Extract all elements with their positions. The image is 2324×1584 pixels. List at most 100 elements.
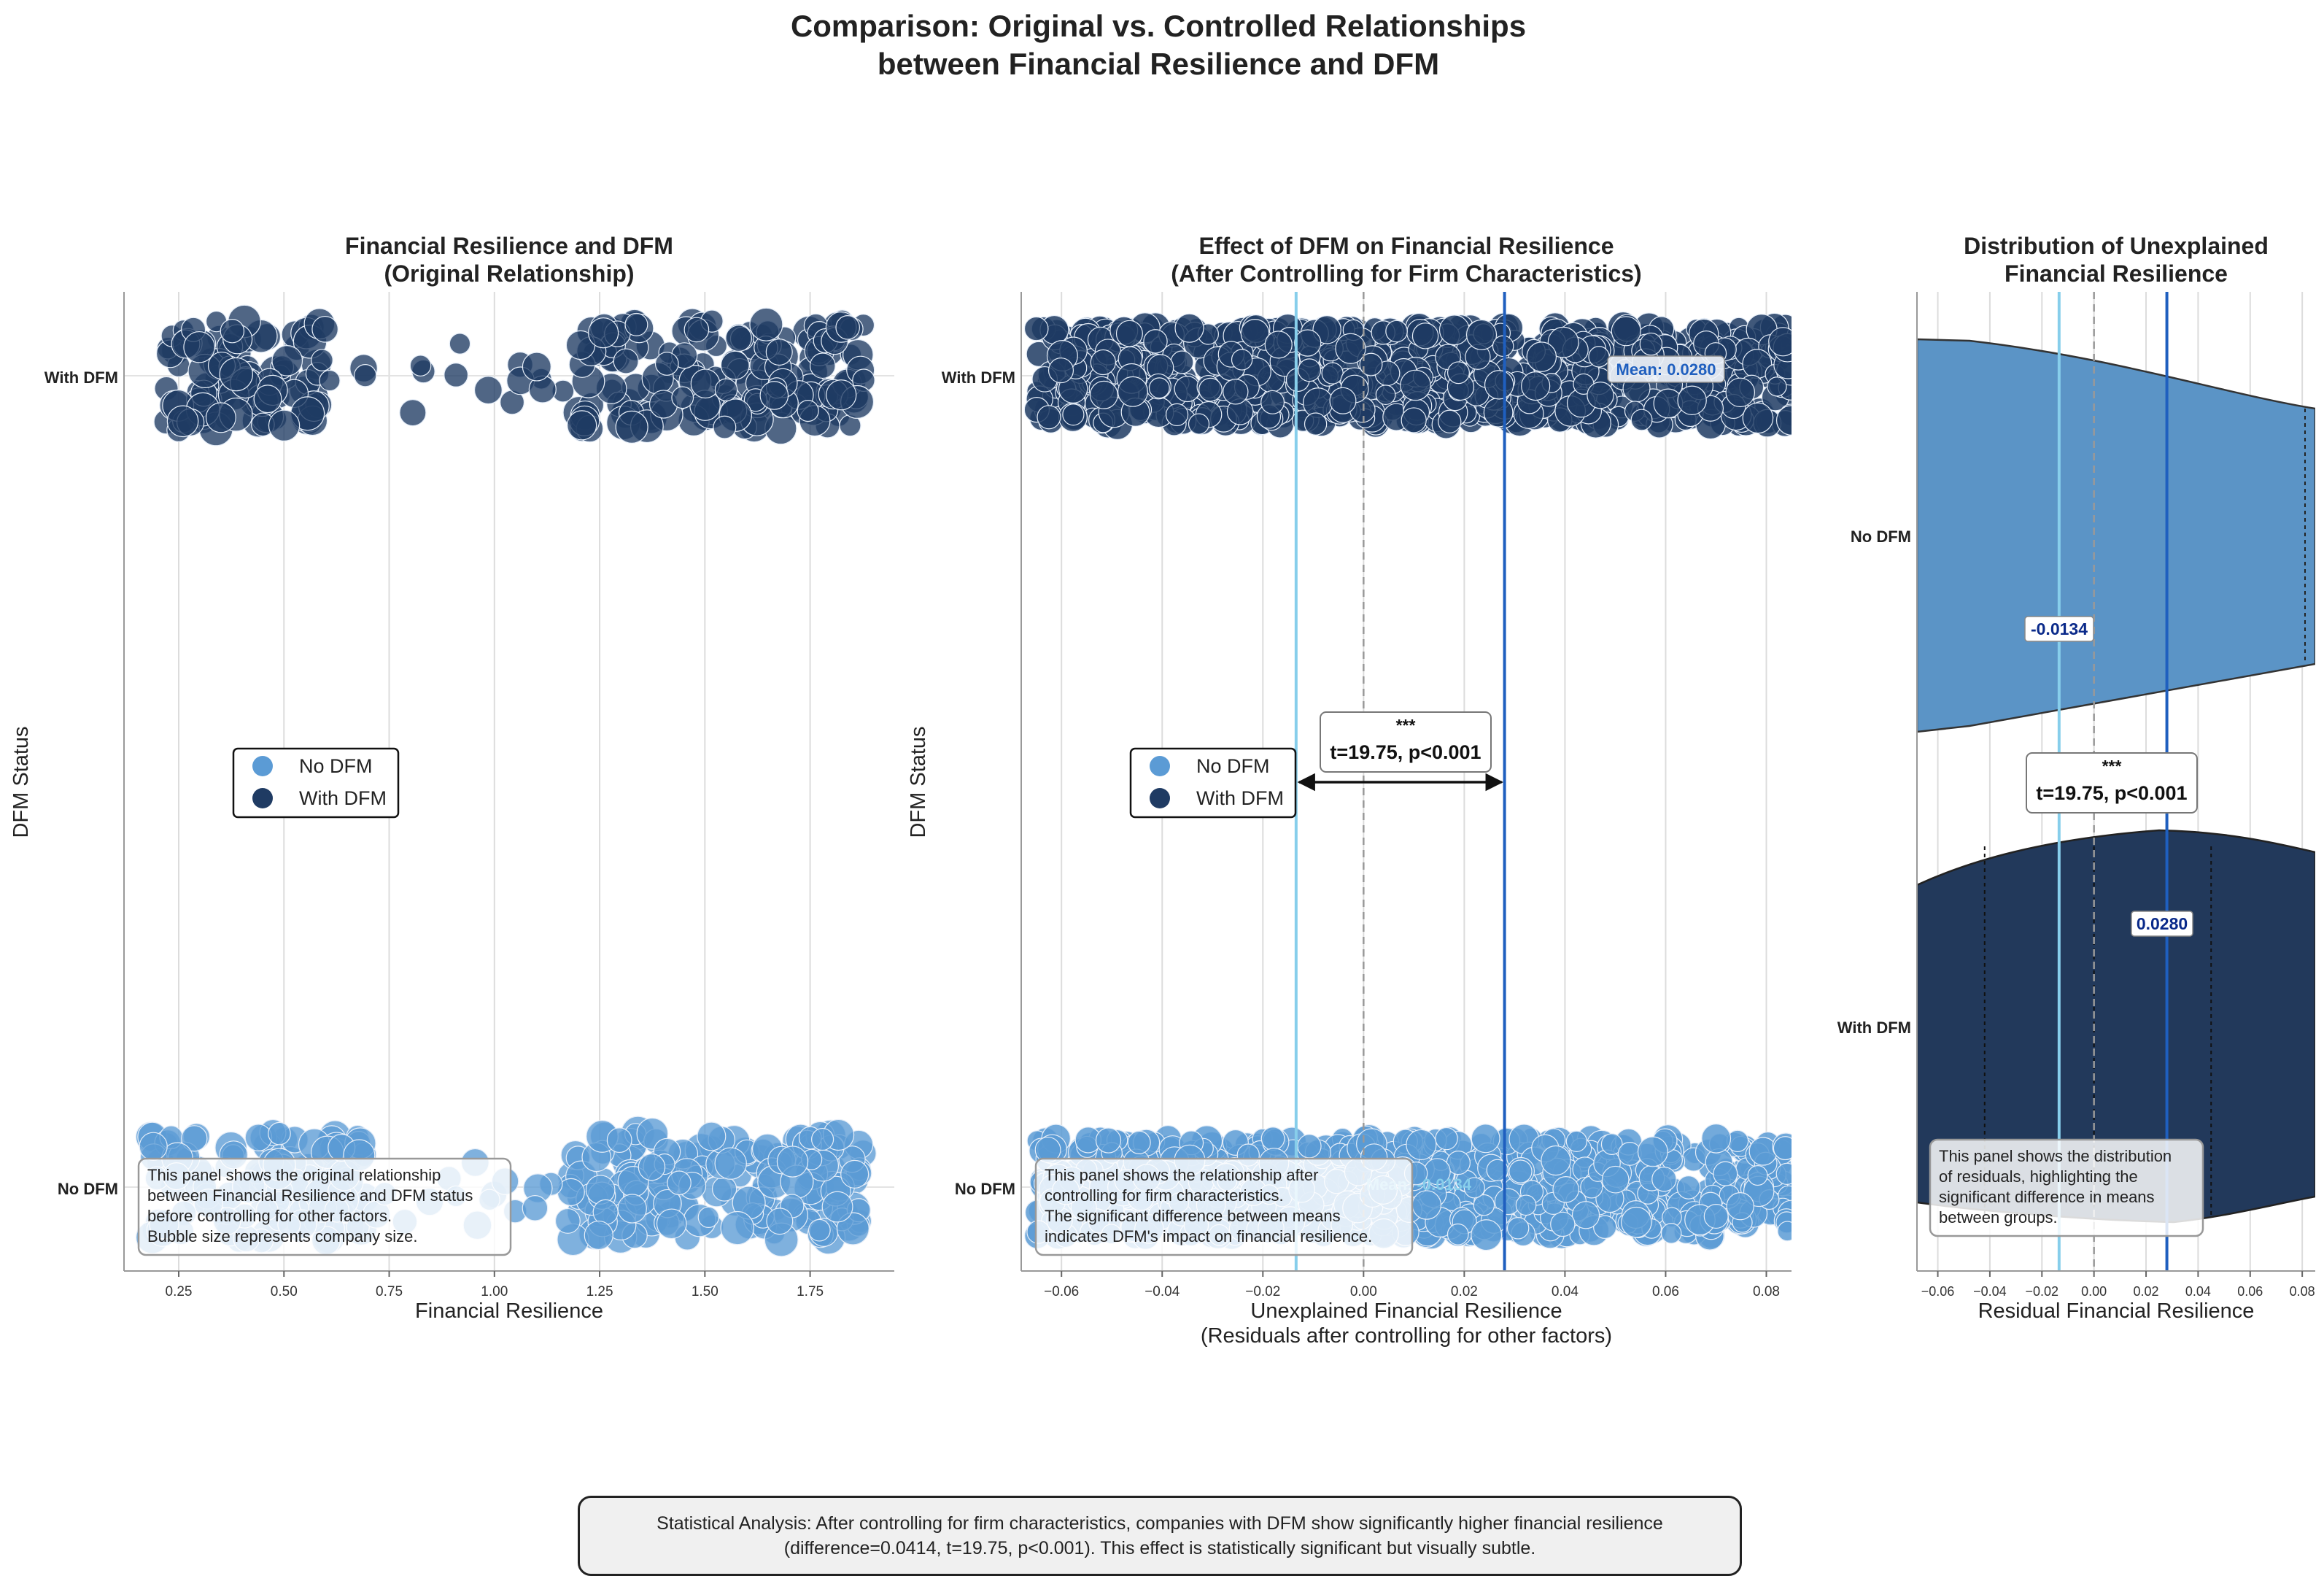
x-tick-label: −0.02 [2026, 1284, 2059, 1299]
scatter-point-no-dfm [1463, 1177, 1485, 1199]
panel3-mean-label-no-text: -0.0134 [2031, 619, 2088, 638]
x-tick-label: 0.50 [271, 1284, 298, 1299]
scatter-point-no-dfm [1471, 1219, 1503, 1251]
scatter-point-with-dfm [183, 331, 215, 363]
scatter-point-with-dfm [311, 349, 333, 371]
scatter-point-with-dfm [1335, 333, 1366, 364]
scatter-point-with-dfm [725, 325, 752, 352]
scatter-point-with-dfm [1170, 350, 1194, 374]
x-tick-label: −0.02 [1245, 1284, 1280, 1299]
scatter-point-with-dfm [166, 405, 199, 438]
scatter-point-no-dfm [656, 1208, 687, 1240]
panel3-significance-box: *** t=19.75, p<0.001 [2026, 752, 2198, 814]
panel3-mean-label-with: 0.0280 [2131, 911, 2193, 937]
scatter-point-no-dfm [1701, 1123, 1732, 1154]
figure-title-line2: between Financial Resilience and DFM [878, 47, 1439, 81]
scatter-point-no-dfm [1637, 1136, 1668, 1167]
scatter-point-no-dfm [667, 1170, 692, 1195]
panel2-xlabel-line1: Unexplained Financial Resilience [1250, 1299, 1562, 1323]
scatter-point-no-dfm [840, 1159, 869, 1189]
scatter-point-with-dfm [1465, 319, 1498, 350]
panel3-annotation-line1: This panel shows the distribution [1939, 1147, 2172, 1165]
scatter-point-no-dfm [1593, 1215, 1617, 1239]
scatter-point-with-dfm [720, 350, 750, 380]
figure-title-line1: Comparison: Original vs. Controlled Rela… [791, 9, 1526, 43]
scatter-point-no-dfm [1260, 1127, 1285, 1151]
panel3-title-line1: Distribution of Unexplained [1964, 233, 2269, 259]
scatter-point-no-dfm [821, 1191, 853, 1223]
panel2-x-ticks: −0.06 −0.04 −0.02 0.00 0.02 0.04 0.06 0.08 [1044, 1271, 1780, 1299]
panel2-annotation-line3: The significant difference between means [1045, 1207, 1341, 1225]
scatter-point-no-dfm [1775, 1162, 1792, 1185]
x-tick-label: 0.00 [2081, 1284, 2107, 1299]
x-tick-label: 0.04 [2185, 1284, 2211, 1299]
scatter-point-no-dfm [1747, 1165, 1768, 1186]
scatter-point-no-dfm [711, 1176, 737, 1202]
scatter-point-with-dfm [473, 376, 503, 405]
scatter-point-with-dfm [1438, 409, 1462, 433]
panel2-significance-stars: *** [1396, 716, 1416, 735]
scatter-point-no-dfm [1471, 1124, 1500, 1154]
x-tick-label: 0.75 [376, 1284, 403, 1299]
scatter-point-with-dfm [444, 363, 469, 387]
x-tick-label: −0.06 [1921, 1284, 1955, 1299]
scatter-point-with-dfm [1165, 403, 1189, 427]
scatter-point-with-dfm [1089, 380, 1118, 409]
scatter-point-with-dfm [1240, 319, 1270, 348]
panel3-xlabel: Residual Financial Resilience [1978, 1299, 2255, 1323]
scatter-point-no-dfm [606, 1127, 632, 1154]
panel2-annotation-line4: indicates DFM's impact on financial resi… [1045, 1227, 1372, 1245]
scatter-point-no-dfm [268, 1121, 291, 1145]
scatter-point-with-dfm [1117, 376, 1148, 407]
scatter-point-no-dfm [638, 1153, 666, 1181]
panel1-legend-marker-no-dfm [252, 756, 273, 776]
panel1-annotation: This panel shows the original relationsh… [137, 1157, 512, 1256]
panel1-annotation-line4: Bubble size represents company size. [147, 1227, 418, 1245]
scatter-point-with-dfm [683, 317, 710, 343]
panel1-x-ticks: 0.25 0.50 0.75 1.00 1.25 1.50 1.75 [166, 1271, 824, 1299]
panel3-x-ticks: −0.06 −0.04 −0.02 0.00 0.02 0.04 0.06 0.08 [1921, 1271, 2315, 1299]
panel2-title-line2: (After Controlling for Firm Characterist… [1171, 260, 1641, 287]
panel-controlled-effect: Effect of DFM on Financial Resilience (A… [907, 233, 1792, 1348]
scatter-point-with-dfm [1115, 320, 1143, 347]
scatter-point-with-dfm [1148, 377, 1170, 399]
scatter-point-no-dfm [1565, 1130, 1588, 1152]
scatter-point-no-dfm [1435, 1127, 1458, 1151]
scatter-point-no-dfm [1486, 1159, 1508, 1181]
scatter-point-with-dfm [399, 399, 427, 427]
panel-residual-distribution: Distribution of Unexplained Financial Re… [1837, 233, 2315, 1323]
panel2-annotation-line2: controlling for firm characteristics. [1045, 1186, 1284, 1205]
scatter-point-no-dfm [1541, 1145, 1571, 1176]
scatter-point-with-dfm [220, 318, 245, 344]
panel3-mean-label-no: -0.0134 [2024, 616, 2094, 642]
scatter-point-with-dfm [271, 345, 303, 376]
scatter-point-with-dfm [1768, 327, 1792, 357]
scatter-point-no-dfm [585, 1175, 616, 1205]
scatter-point-with-dfm [826, 379, 857, 411]
scatter-point-with-dfm [1037, 405, 1061, 430]
scatter-point-with-dfm [1483, 397, 1514, 428]
scatter-point-no-dfm [811, 1127, 834, 1151]
scatter-point-with-dfm [522, 352, 551, 382]
statistical-summary-box: Statistical Analysis: After controlling … [578, 1496, 1742, 1576]
x-tick-label: 0.00 [1350, 1284, 1377, 1299]
scatter-point-with-dfm [1677, 385, 1707, 415]
panel2-legend-label-no-dfm: No DFM [1196, 755, 1270, 777]
scatter-point-no-dfm [1703, 1204, 1729, 1229]
scatter-point-no-dfm [1411, 1190, 1442, 1220]
summary-line2: (difference=0.0414, t=19.75, p<0.001). T… [783, 1538, 1536, 1558]
scatter-point-no-dfm [1676, 1175, 1701, 1199]
scatter-point-with-dfm [1639, 332, 1663, 356]
panel2-xlabel-line2: (Residuals after controlling for other f… [1201, 1324, 1612, 1348]
scatter-point-with-dfm [765, 339, 793, 366]
scatter-point-with-dfm [1321, 362, 1344, 385]
panel2-significance-box: *** t=19.75, p<0.001 [1320, 711, 1492, 773]
scatter-point-no-dfm [1726, 1191, 1754, 1221]
panel1-legend-label-with-dfm: With DFM [299, 787, 387, 809]
scatter-point-with-dfm [1447, 361, 1470, 385]
panel1-legend-marker-with-dfm [252, 788, 273, 808]
panel3-annotation-line4: between groups. [1939, 1208, 2058, 1226]
scatter-point-with-dfm [1223, 379, 1249, 405]
scatter-point-no-dfm [617, 1194, 647, 1224]
panel1-title-line1: Financial Resilience and DFM [345, 233, 673, 259]
